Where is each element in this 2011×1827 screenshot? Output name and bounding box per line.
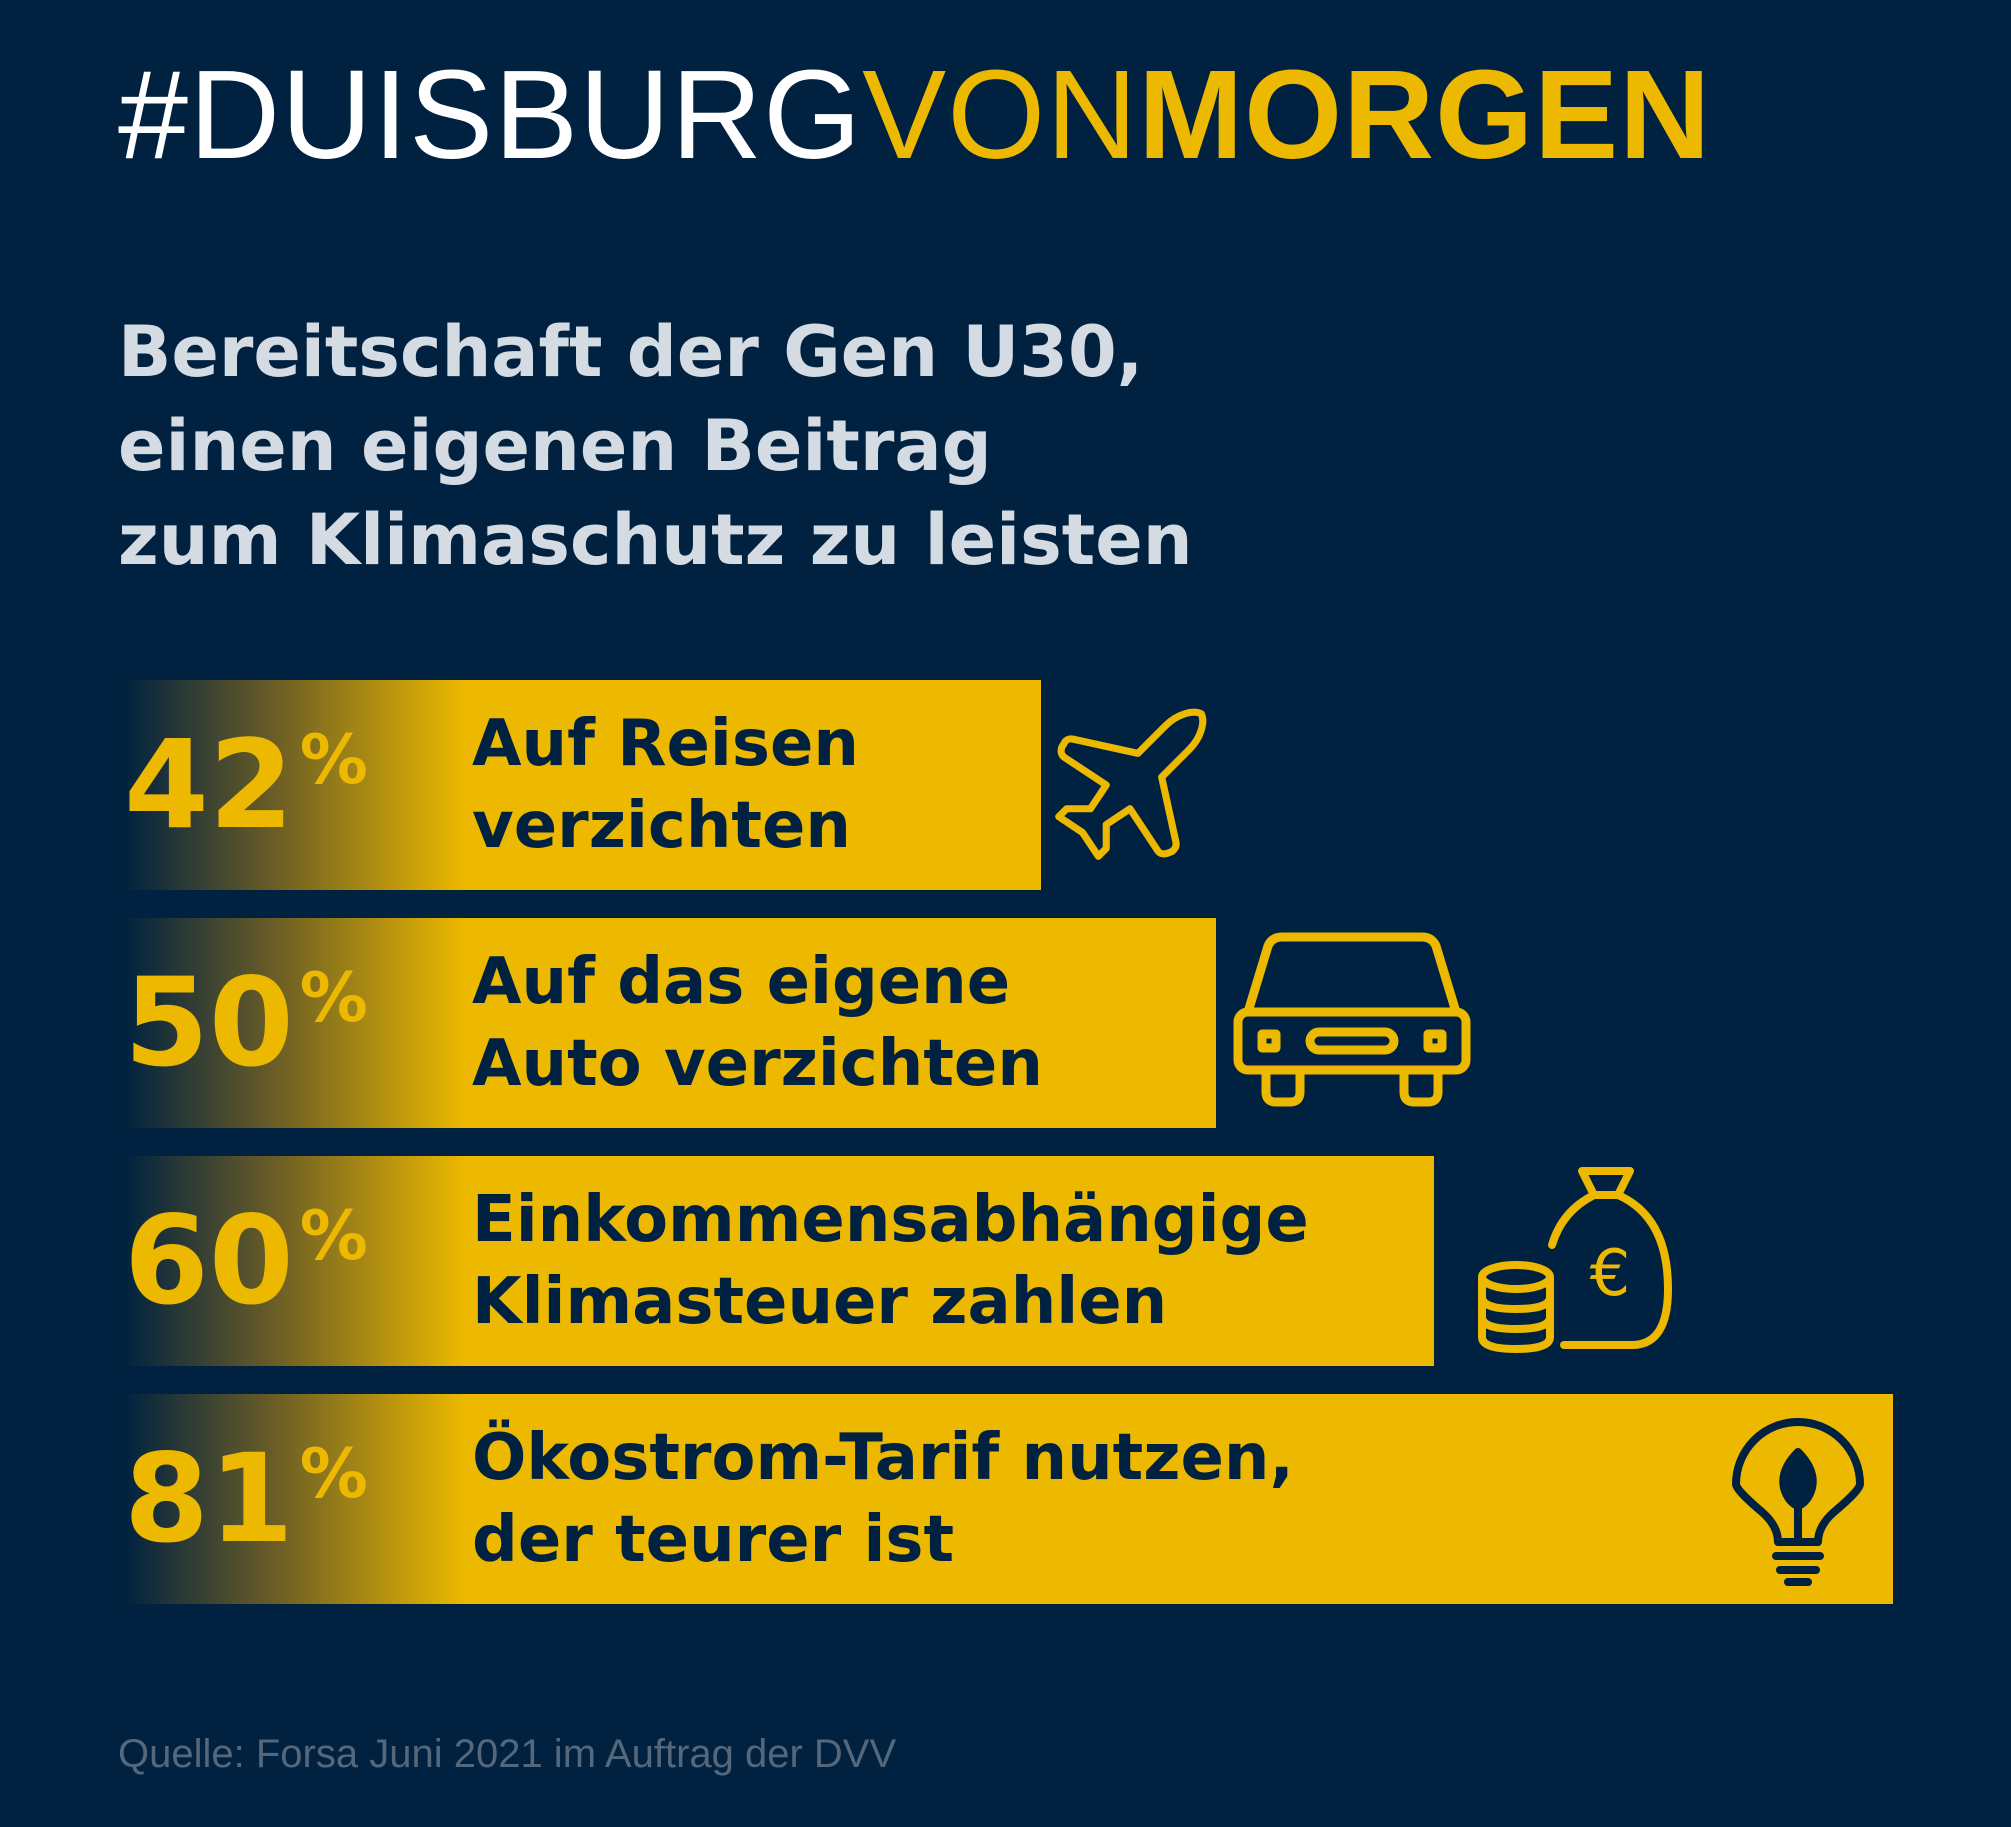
- percent-sign: %: [299, 721, 368, 800]
- category-label: Auf Reisen verzichten: [472, 680, 859, 890]
- value-number: 60: [124, 1190, 294, 1332]
- svg-text:€: €: [1590, 1237, 1631, 1311]
- value-number: 42: [124, 714, 294, 856]
- value-label: 60%: [124, 1156, 368, 1366]
- value-number: 50: [124, 952, 294, 1094]
- money-bag-coins-icon: €: [1478, 1167, 1672, 1353]
- value-number: 81: [124, 1428, 294, 1570]
- percent-sign: %: [299, 1435, 368, 1514]
- category-label: Auf das eigene Auto verzichten: [472, 918, 1043, 1128]
- category-label-line: der teurer ist: [472, 1503, 955, 1577]
- category-label-line: Auf Reisen: [472, 707, 859, 781]
- bar: [124, 1156, 1434, 1366]
- subtitle-line: einen eigenen Beitrag: [118, 405, 992, 487]
- hashtag-title: #DUISBURGVONMORGEN: [118, 52, 1711, 178]
- category-label: Einkommensabhängige Klimasteuer zahlen: [472, 1156, 1309, 1366]
- category-label-line: Einkommensabhängige: [472, 1183, 1309, 1257]
- percent-sign: %: [299, 959, 368, 1038]
- category-label-line: Auf das eigene: [472, 945, 1011, 1019]
- bar: [124, 680, 1041, 890]
- subtitle: Bereitschaft der Gen U30, einen eigenen …: [118, 305, 1193, 587]
- category-label-line: Klimasteuer zahlen: [472, 1265, 1168, 1339]
- hashtag-white-part: #DUISBURG: [118, 44, 863, 185]
- bar: [124, 918, 1216, 1128]
- airplane-icon: [1055, 708, 1207, 860]
- subtitle-line: zum Klimaschutz zu leisten: [118, 499, 1193, 581]
- lightbulb-leaf-icon: [1732, 1418, 1864, 1586]
- category-label-line: Ökostrom-Tarif nutzen,: [472, 1421, 1294, 1495]
- hashtag-yellow-regular-part: VON: [862, 44, 1139, 185]
- value-label: 42%: [124, 680, 368, 890]
- source-note: Quelle: Forsa Juni 2021 im Auftrag der D…: [118, 1732, 897, 1776]
- bar: [124, 1394, 1893, 1604]
- hashtag-yellow-bold-part: MORGEN: [1138, 44, 1712, 185]
- category-label-line: Auto verzichten: [472, 1027, 1043, 1101]
- value-label: 50%: [124, 918, 368, 1128]
- category-label: Ökostrom-Tarif nutzen, der teurer ist: [472, 1394, 1294, 1604]
- category-label-line: verzichten: [472, 789, 851, 863]
- value-label: 81%: [124, 1394, 368, 1604]
- car-icon: [1233, 932, 1471, 1107]
- percent-sign: %: [299, 1197, 368, 1276]
- subtitle-line: Bereitschaft der Gen U30,: [118, 311, 1144, 393]
